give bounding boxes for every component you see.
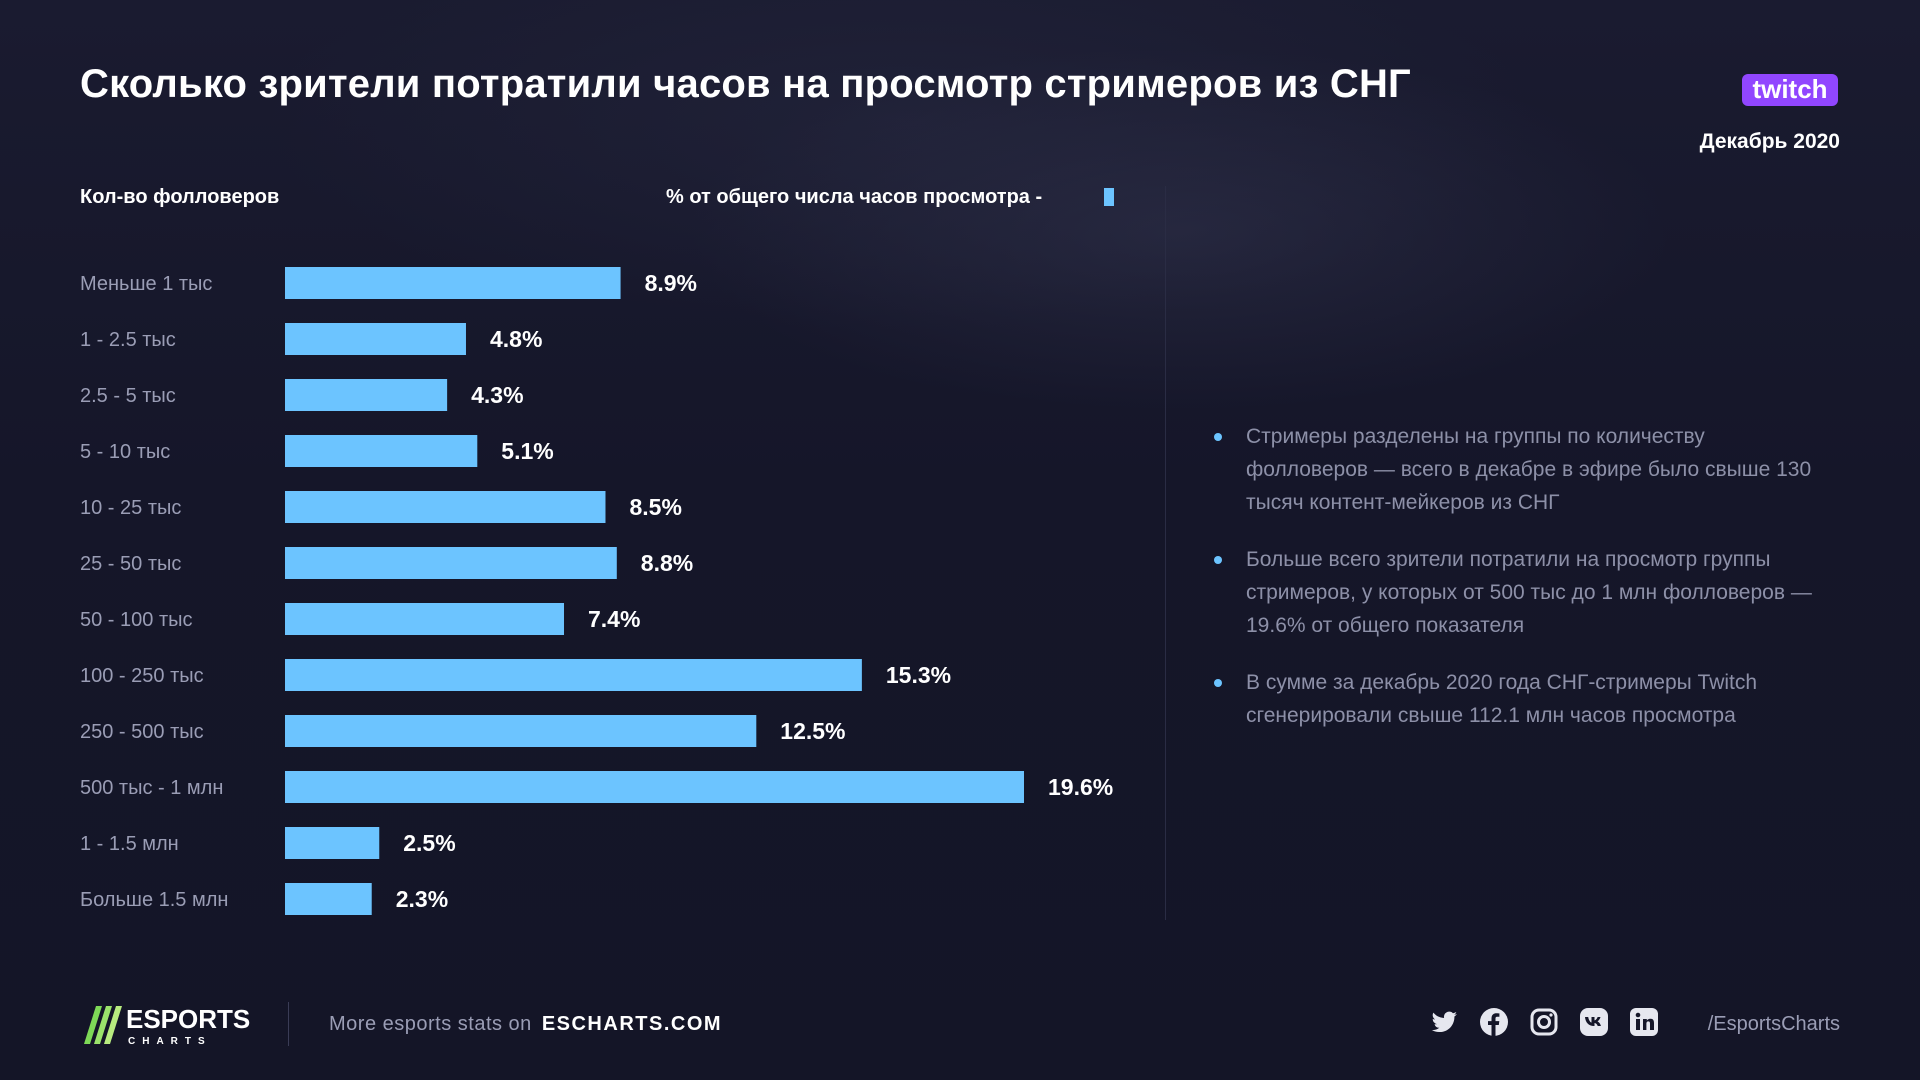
data-label: 7.4% bbox=[588, 606, 640, 632]
logo-wordmark: ESPORTS bbox=[126, 1004, 250, 1034]
data-label: 2.3% bbox=[396, 886, 448, 912]
footer-separator bbox=[288, 1002, 289, 1046]
data-label: 2.5% bbox=[403, 830, 455, 856]
note-item: Стримеры разделены на группы по количест… bbox=[1210, 420, 1830, 519]
esports-charts-logo: ESPORTS CHARTS bbox=[84, 1004, 250, 1047]
page-title: Сколько зрители потратили часов на просм… bbox=[80, 62, 1411, 106]
note-item: В сумме за декабрь 2020 года СНГ-стример… bbox=[1210, 666, 1830, 732]
percent-column-label: % от общего числа часов просмотра - bbox=[666, 186, 1043, 208]
bar bbox=[285, 267, 621, 299]
social-handle[interactable]: /EsportsCharts bbox=[1707, 1013, 1840, 1035]
category-label: 2.5 - 5 тыс bbox=[80, 385, 176, 407]
site-link[interactable]: ESCHARTS.COM bbox=[541, 1013, 723, 1035]
data-label: 4.3% bbox=[471, 382, 523, 408]
logo-subword: CHARTS bbox=[128, 1036, 212, 1047]
notes-list: Стримеры разделены на группы по количест… bbox=[1210, 420, 1830, 756]
note-item: Больше всего зрители потратили на просмо… bbox=[1210, 543, 1830, 642]
column-divider bbox=[1165, 186, 1166, 920]
followers-column-label: Кол-во фолловеров bbox=[80, 186, 280, 208]
bar bbox=[285, 827, 380, 859]
data-label: 5.1% bbox=[501, 438, 553, 464]
category-label: 10 - 25 тыс bbox=[80, 497, 181, 519]
footer-promo: More esports stats on ESCHARTS.COM bbox=[329, 1013, 722, 1036]
bar bbox=[285, 715, 757, 747]
twitch-logo: twitch bbox=[1742, 74, 1838, 106]
bar bbox=[285, 883, 372, 915]
linkedin-icon[interactable] bbox=[1628, 1006, 1660, 1038]
category-label: 25 - 50 тыс bbox=[80, 553, 181, 575]
instagram-icon[interactable] bbox=[1528, 1006, 1560, 1038]
twitter-icon[interactable] bbox=[1428, 1006, 1460, 1038]
category-label: Больше 1.5 млн bbox=[80, 889, 228, 911]
bar bbox=[285, 771, 1024, 803]
data-label: 19.6% bbox=[1048, 774, 1113, 800]
data-label: 4.8% bbox=[490, 326, 542, 352]
category-label: Меньше 1 тыс bbox=[80, 273, 212, 295]
category-label: 250 - 500 тыс bbox=[80, 721, 204, 743]
bar bbox=[285, 379, 448, 411]
data-label: 12.5% bbox=[780, 718, 845, 744]
vk-icon[interactable] bbox=[1578, 1006, 1610, 1038]
date-label: Декабрь 2020 bbox=[1699, 130, 1840, 153]
bar bbox=[285, 435, 478, 467]
bar bbox=[285, 323, 466, 355]
data-label: 8.9% bbox=[645, 270, 697, 296]
bar bbox=[285, 659, 862, 691]
data-label: 8.5% bbox=[629, 494, 681, 520]
bar bbox=[285, 547, 617, 579]
category-label: 1 - 1.5 млн bbox=[80, 833, 179, 855]
data-label: 15.3% bbox=[886, 662, 951, 688]
category-label: 5 - 10 тыс bbox=[80, 441, 170, 463]
category-label: 100 - 250 тыс bbox=[80, 665, 204, 687]
bar bbox=[285, 491, 606, 523]
facebook-icon[interactable] bbox=[1478, 1006, 1510, 1038]
legend-swatch bbox=[1104, 188, 1114, 206]
data-label: 8.8% bbox=[641, 550, 693, 576]
bar bbox=[285, 603, 565, 635]
promo-text: More esports stats on bbox=[329, 1013, 532, 1035]
category-label: 50 - 100 тыс bbox=[80, 609, 192, 631]
category-label: 1 - 2.5 тыс bbox=[80, 329, 176, 351]
svg-text:twitch: twitch bbox=[1752, 74, 1827, 104]
category-label: 500 тыс - 1 млн bbox=[80, 777, 223, 799]
